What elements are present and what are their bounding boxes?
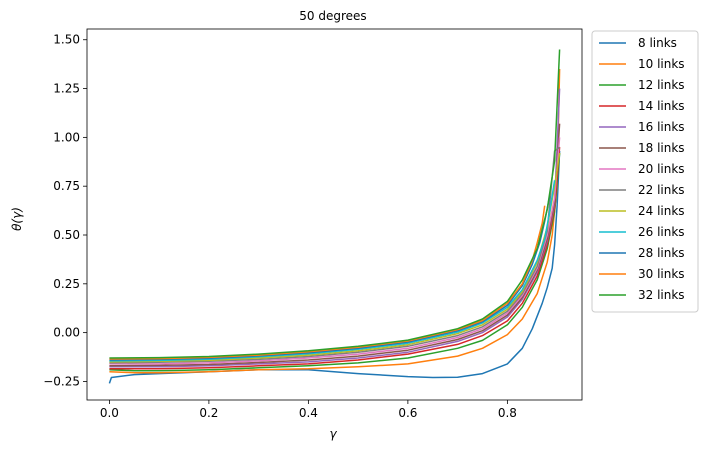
- x-tick-label: 0.2: [199, 406, 218, 420]
- series-layer: [108, 49, 561, 384]
- y-tick-label: 0.75: [53, 179, 80, 193]
- legend-label: 32 links: [638, 288, 685, 302]
- legend-label: 22 links: [638, 183, 685, 197]
- x-tick-label: 0.0: [100, 406, 119, 420]
- legend-label: 28 links: [638, 246, 685, 260]
- series-line-7: [109, 137, 561, 365]
- series-line-6: [109, 123, 561, 367]
- y-tick-label: 0.00: [53, 326, 80, 340]
- x-tick-label: 0.8: [498, 406, 517, 420]
- y-tick-label: 1.25: [53, 82, 80, 96]
- series-line-4: [109, 147, 561, 370]
- y-tick-label: 1.50: [53, 33, 80, 47]
- series-line-9: [109, 152, 561, 363]
- legend-label: 16 links: [638, 120, 685, 134]
- y-tick-label: 0.50: [53, 228, 80, 242]
- legend-label: 26 links: [638, 225, 685, 239]
- series-line-10: [109, 180, 556, 362]
- x-tick-label: 0.6: [398, 406, 417, 420]
- x-axis-label: γ: [329, 427, 337, 441]
- chart-title: 50 degrees: [299, 9, 366, 23]
- series-line-2: [109, 68, 561, 374]
- legend-label: 30 links: [638, 267, 685, 281]
- legend-label: 24 links: [638, 204, 685, 218]
- x-tick-label: 0.4: [299, 406, 318, 420]
- legend-frame: [591, 30, 699, 313]
- y-axis-label: θ(γ): [10, 207, 24, 231]
- legend-label: 18 links: [638, 141, 685, 155]
- series-line-3: [109, 152, 561, 372]
- legend: 8 links 10 links 12 links 14 links 16 links 1…: [591, 30, 699, 313]
- y-tick-label: 0.25: [53, 277, 80, 291]
- legend-label: 10 links: [638, 57, 685, 71]
- legend-label: 14 links: [638, 99, 685, 113]
- series-line-12: [109, 205, 546, 360]
- y-tick-label: 1.00: [53, 130, 80, 144]
- axes-layer: 0.0 0.2 0.4 0.6 0.8 −0.25 0.00 0.25 0.50 0.75 1.00…: [43, 28, 583, 420]
- plot-frame: [86, 28, 583, 401]
- legend-label: 20 links: [638, 162, 685, 176]
- series-line-13: [109, 49, 561, 359]
- legend-label: 12 links: [638, 78, 685, 92]
- y-tick-label: −0.25: [43, 374, 80, 388]
- legend-label: 8 links: [638, 36, 677, 50]
